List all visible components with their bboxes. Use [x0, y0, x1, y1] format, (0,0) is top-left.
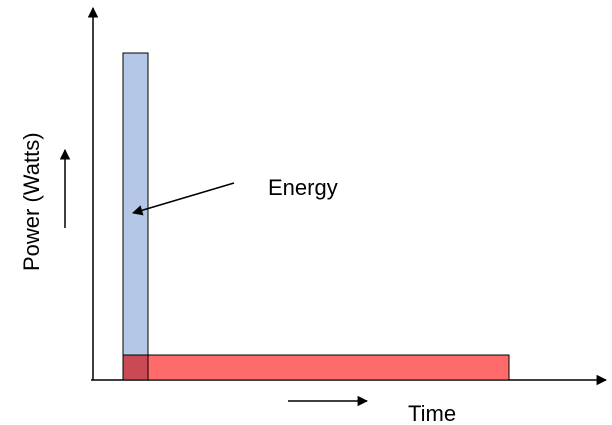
energy-pointer-arrow	[131, 182, 235, 216]
y-axis-label: Power (Watts)	[19, 132, 44, 271]
wide-power-bar	[122, 354, 510, 381]
overlap-region	[122, 354, 149, 381]
x-axis-label: Time	[408, 401, 456, 425]
tall-power-bar	[122, 52, 149, 381]
annotation-label: Energy	[268, 175, 338, 200]
